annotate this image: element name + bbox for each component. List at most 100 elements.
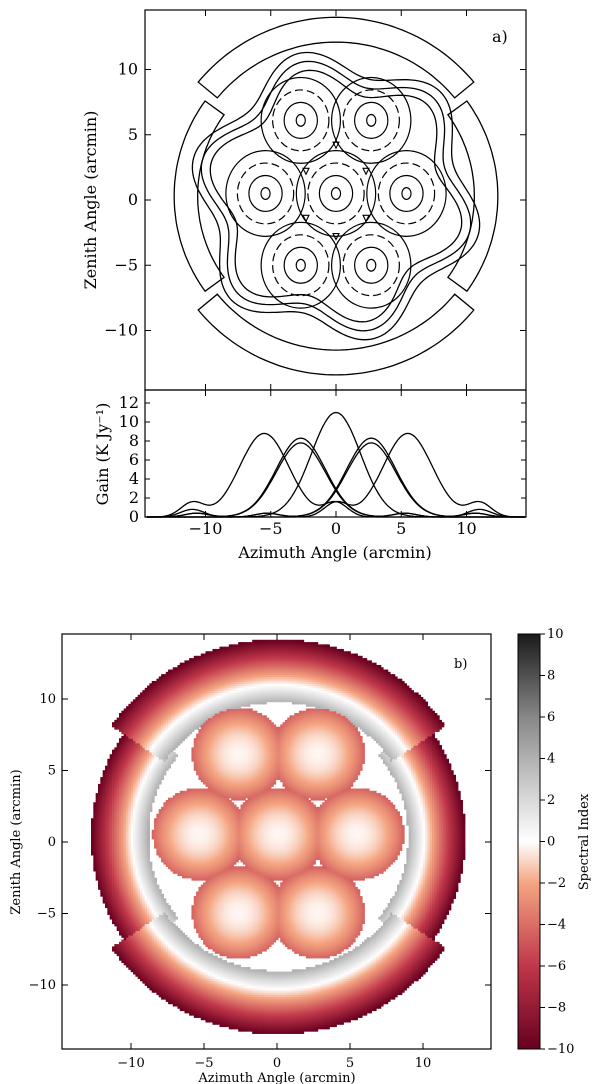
heatmap-cell	[126, 706, 129, 710]
heatmap-cell	[116, 802, 120, 806]
heatmap-cell	[147, 811, 150, 815]
heatmap-cell	[128, 950, 132, 954]
heatmap-cell	[109, 806, 113, 810]
heatmap-cell	[114, 795, 118, 799]
heatmap-cell	[126, 889, 129, 893]
heatmap-cell	[135, 745, 139, 748]
heatmap-cell	[133, 971, 136, 975]
heatmap-cell	[130, 868, 134, 872]
heatmap-cell	[135, 960, 139, 964]
heatmap-cell	[147, 964, 150, 968]
heatmap-cell	[137, 848, 141, 851]
heatmap-cell	[114, 836, 118, 840]
heatmap-cell	[119, 742, 122, 746]
heatmap-cell	[109, 896, 113, 899]
heatmap-cell	[130, 838, 134, 842]
heatmap-cell	[109, 893, 113, 897]
heatmap-cell	[107, 870, 111, 874]
heatmap-cell	[123, 745, 127, 748]
heatmap-cell	[126, 944, 129, 947]
heatmap-cell	[142, 797, 146, 801]
heatmap-cell	[126, 916, 129, 920]
heatmap-cell	[137, 925, 141, 929]
heatmap-cell	[135, 848, 139, 851]
heatmap-cell	[123, 774, 127, 778]
heatmap-cell	[123, 864, 127, 867]
heatmap-cell	[137, 779, 141, 783]
heatmap-cell	[142, 969, 146, 973]
heatmap-cell	[144, 758, 148, 762]
heatmap-cell	[112, 756, 115, 760]
heatmap-cell	[137, 875, 141, 879]
heatmap-cell	[126, 756, 129, 760]
heatmap-cell	[109, 880, 113, 883]
heatmap-cell	[135, 751, 139, 755]
heatmap-cell	[105, 898, 108, 902]
heatmap-cell	[121, 745, 125, 748]
heatmap-cell	[119, 859, 122, 863]
heatmap-cell	[144, 749, 148, 753]
heatmap-cell	[105, 772, 108, 776]
heatmap-cell	[128, 802, 132, 806]
heatmap-cell	[126, 886, 129, 890]
heatmap-cell	[121, 848, 125, 851]
heatmap-cell	[105, 797, 108, 801]
heatmap-cell	[147, 706, 150, 710]
heatmap-cell	[121, 900, 125, 904]
heatmap-cell	[112, 875, 115, 879]
heatmap-cell	[105, 845, 108, 849]
heatmap-cell	[130, 813, 134, 817]
heatmap-cell	[119, 786, 122, 790]
heatmap-cell	[121, 772, 125, 776]
heatmap-cell	[147, 740, 150, 744]
heatmap-cell	[135, 779, 139, 783]
heatmap-cell	[116, 809, 120, 812]
heatmap-cell	[109, 829, 113, 833]
heatmap-cell	[135, 946, 139, 950]
heatmap-cell	[93, 843, 97, 847]
heatmap-cell	[137, 742, 141, 746]
heatmap-cell	[123, 793, 127, 796]
heatmap-cell	[121, 889, 125, 893]
heatmap-cell	[147, 905, 150, 909]
heatmap-cell	[126, 841, 129, 845]
heatmap-cell	[144, 930, 148, 934]
heatmap-cell	[114, 722, 118, 726]
heatmap-cell	[142, 747, 146, 751]
heatmap-cell	[91, 841, 94, 845]
heatmap-cell	[112, 852, 115, 856]
heatmap-cell	[126, 925, 129, 929]
heatmap-cell	[114, 788, 118, 792]
heatmap-cell	[140, 875, 143, 879]
heatmap-cell	[116, 811, 120, 815]
heatmap-cell	[163, 898, 167, 902]
heatmap-cell	[147, 795, 150, 799]
heatmap-cell	[100, 859, 104, 863]
heatmap-cell	[114, 827, 118, 831]
heatmap-cell	[142, 811, 146, 815]
heatmap-cell	[137, 726, 141, 730]
heatmap-cell	[130, 875, 134, 879]
heatmap-cell	[121, 738, 125, 742]
heatmap-cell	[119, 747, 122, 751]
heatmap-cell	[140, 928, 143, 931]
heatmap-cell	[142, 843, 146, 847]
heatmap-cell	[119, 729, 122, 732]
heatmap-cell	[116, 861, 120, 865]
heatmap-cell	[102, 790, 106, 794]
heatmap-cell	[135, 921, 139, 925]
heatmap-cell	[128, 854, 132, 858]
heatmap-cell	[144, 692, 148, 696]
heatmap-cell	[109, 799, 113, 803]
heatmap-cell	[109, 797, 113, 801]
heatmap-cell	[114, 886, 118, 890]
heatmap-cell	[140, 921, 143, 925]
heatmap-cell	[142, 875, 146, 879]
heatmap-cell	[133, 717, 136, 721]
heatmap-cell	[93, 825, 97, 829]
heatmap-cell	[123, 813, 127, 817]
heatmap-cell	[116, 806, 120, 810]
heatmap-cell	[112, 790, 115, 794]
heatmap-cell	[107, 772, 111, 776]
heatmap-cell	[126, 946, 129, 950]
